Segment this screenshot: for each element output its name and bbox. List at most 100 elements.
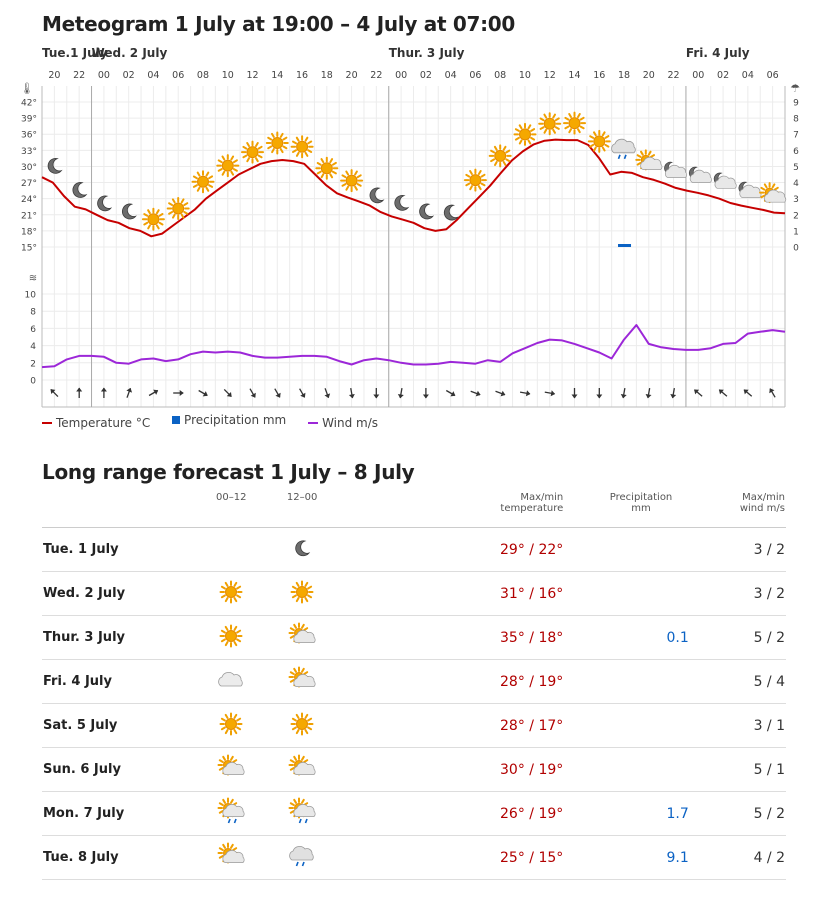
forecast-period-1 (195, 703, 267, 748)
hour-label: 20 (346, 70, 358, 81)
sun-icon (166, 197, 190, 220)
sun-icon (219, 580, 243, 603)
wind-direction-arrow (274, 388, 281, 398)
wind-tick-label: 2 (30, 359, 36, 369)
cloud-moon-icon (688, 166, 712, 183)
wind-direction-arrow (445, 389, 456, 397)
hour-label: 04 (742, 70, 754, 81)
cloud-rain-icon (289, 845, 314, 866)
moon-icon (369, 187, 385, 204)
hour-label: 00 (692, 70, 704, 81)
temp-tick-label: 18° (21, 227, 37, 237)
hour-label: 10 (222, 70, 234, 81)
forecast-row[interactable]: Fri. 4 July 28° / 19° 5 / 4 (42, 659, 786, 704)
precip-tick-label: 2 (793, 211, 799, 221)
header-period-1: 00–12 (195, 488, 267, 528)
moon-icon (47, 157, 63, 174)
wind-direction-arrow (198, 389, 208, 397)
forecast-precipitation (563, 527, 689, 572)
temp-tick-label: 27° (21, 179, 37, 189)
header-temperature: Max/min temperature (337, 488, 564, 528)
forecast-wind: 5 / 2 (688, 615, 786, 660)
forecast-wind: 5 / 2 (688, 791, 786, 836)
wind-direction-arrow (126, 387, 133, 398)
hour-label: 22 (370, 70, 382, 81)
hour-label: 16 (296, 70, 308, 81)
hour-label: 04 (445, 70, 457, 81)
hour-label: 06 (767, 70, 779, 81)
forecast-period-1 (195, 791, 267, 836)
forecast-temperature: 30° / 19° (337, 747, 564, 792)
forecast-period-2 (266, 747, 338, 792)
temperature-swatch (42, 422, 52, 424)
forecast-precipitation: 1.7 (563, 791, 689, 836)
forecast-row[interactable]: Sat. 5 July 28° / 17° 3 / 1 (42, 703, 786, 748)
forecast-row[interactable]: Tue. 8 July 25° / 15° 9.1 4 / 2 (42, 835, 786, 880)
cloud-rain-icon (611, 138, 636, 160)
wind-direction-arrow (397, 387, 404, 399)
forecast-precipitation (563, 747, 689, 792)
forecast-row[interactable]: Tue. 1 July 29° / 22° 3 / 2 (42, 527, 786, 572)
precipitation-swatch (172, 416, 181, 424)
wind-direction-arrow (769, 388, 776, 398)
hour-label: 20 (48, 70, 60, 81)
cloud-moon-icon (664, 161, 688, 178)
legend-precipitation: Precipitation mm (172, 413, 286, 427)
header-wind-line1: Max/min (742, 492, 785, 503)
forecast-row[interactable]: Sun. 6 July 30° / 19° 5 / 1 (42, 747, 786, 792)
forecast-period-2 (266, 703, 338, 748)
hour-label: 00 (395, 70, 407, 81)
wind-tick-label: 10 (25, 291, 37, 301)
sun-icon (219, 624, 243, 647)
sun-cloud-rain-icon (217, 797, 245, 823)
moon-icon (443, 204, 459, 221)
wind-tick-label: 4 (30, 342, 36, 352)
forecast-period-1 (195, 747, 267, 792)
wind-direction-arrow (249, 388, 256, 398)
forecast-period-1 (195, 835, 267, 880)
forecast-day: Thur. 3 July (42, 615, 196, 660)
header-temperature-line2: temperature (500, 503, 564, 514)
forecast-row[interactable]: Mon. 7 July 26° / 19° 1.7 5 / 2 (42, 791, 786, 836)
day-label: Tue.1 July (42, 46, 108, 60)
hour-label: 18 (321, 70, 333, 81)
wind-direction-arrow (544, 390, 556, 397)
cloud-moon-icon (738, 181, 762, 198)
hour-label: 04 (147, 70, 159, 81)
wind-direction-arrow (470, 390, 481, 397)
forecast-temperature: 31° / 16° (337, 571, 564, 616)
precip-tick-label: 6 (793, 147, 799, 157)
forecast-temperature: 25° / 15° (337, 835, 564, 880)
cloud-icon (218, 671, 243, 686)
day-label: Wed. 2 July (92, 46, 168, 60)
day-label: Thur. 3 July (389, 46, 465, 60)
forecast-wind: 3 / 2 (688, 571, 786, 616)
meteogram-title: Meteogram 1 July at 19:00 – 4 July at 07… (42, 12, 516, 36)
cloud-moon-icon (713, 172, 737, 189)
forecast-row[interactable]: Thur. 3 July 35° / 18° 0.1 5 / 2 (42, 615, 786, 660)
hour-label: 22 (73, 70, 85, 81)
forecast-day: Tue. 1 July (42, 527, 196, 572)
hour-label: 08 (197, 70, 209, 81)
sun-icon (463, 168, 487, 192)
temp-tick-label: 33° (21, 147, 37, 157)
moon-icon (419, 203, 435, 220)
header-wind: Max/min wind m/s (688, 488, 786, 528)
precipitation-bar (618, 244, 632, 247)
sun-icon (290, 580, 314, 603)
wind-swatch (308, 422, 319, 424)
hour-label: 02 (420, 70, 432, 81)
hour-label: 20 (643, 70, 655, 81)
header-precipitation: Precipitation mm (563, 488, 689, 528)
temp-tick-label: 30° (21, 163, 37, 173)
forecast-row[interactable]: Wed. 2 July 31° / 16° 3 / 2 (42, 571, 786, 616)
wind-line (41, 324, 786, 369)
precip-tick-label: 4 (793, 179, 799, 189)
sun-icon (563, 111, 586, 135)
meteogram-legend: Temperature °C Precipitation mm Wind m/s (42, 413, 396, 430)
forecast-wind: 3 / 1 (688, 703, 786, 748)
wind-tick-label: 0 (30, 377, 36, 387)
wind-direction-arrow (299, 388, 306, 398)
legend-wind: Wind m/s (308, 416, 378, 430)
